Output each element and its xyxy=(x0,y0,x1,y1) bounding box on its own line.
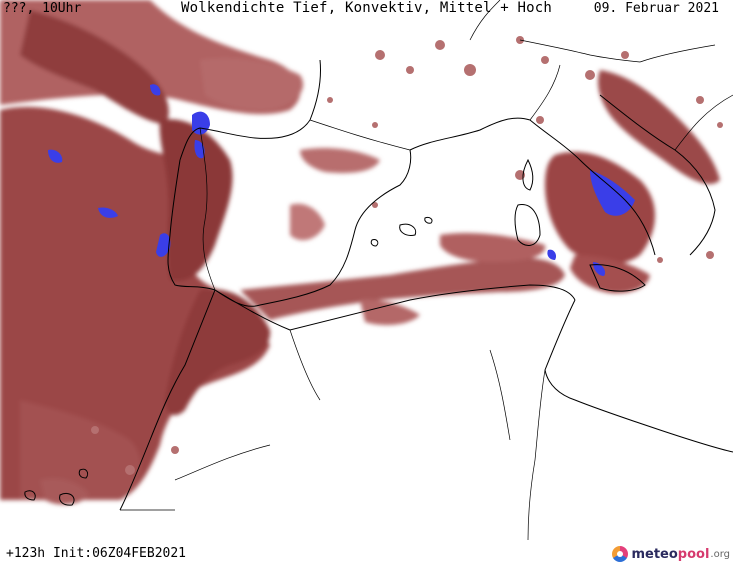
border-algeria-tunisia xyxy=(527,369,546,541)
coast-canary-3 xyxy=(78,468,89,479)
border-morocco-algeria xyxy=(289,329,321,401)
coast-balearic-menorca xyxy=(424,217,433,224)
logo-text-org: .org xyxy=(710,548,730,560)
precip-atlantic-1 xyxy=(48,149,63,163)
border-mauritania xyxy=(174,444,271,481)
coast-corsica xyxy=(522,158,534,191)
border-swiss xyxy=(519,39,641,63)
coast-sicily xyxy=(589,264,646,292)
map-footer: +123h Init:06Z04FEB2021 meteo pool .org xyxy=(0,540,733,566)
coast-portugal-west xyxy=(167,159,216,291)
coast-italy-east xyxy=(599,94,716,256)
precip-sicily xyxy=(593,262,606,276)
cloud-biscay xyxy=(200,58,304,111)
logo-text-pool: pool xyxy=(677,546,710,562)
map-header: ???, 10Uhr Wolkendichte Tief, Konvektiv,… xyxy=(0,0,733,17)
cloud-sardinia-south xyxy=(440,233,546,262)
coast-canary-2 xyxy=(24,490,36,501)
weather-map xyxy=(0,0,733,541)
cloud-algeria-patch xyxy=(360,299,420,326)
coast-france-spain-north xyxy=(179,59,321,161)
country-borders xyxy=(120,0,733,541)
forecast-date: 09. Februar 2021 xyxy=(593,1,719,16)
precip-galicia-2 xyxy=(194,140,205,159)
border-austria xyxy=(639,44,716,63)
precip-atlantic-2 xyxy=(98,207,118,218)
cloud-specks xyxy=(91,36,723,475)
coast-north-africa xyxy=(214,284,576,331)
coast-france-south xyxy=(409,117,531,151)
cloud-northwest-spain xyxy=(300,148,380,174)
coast-italy-west xyxy=(529,119,656,256)
coast-canary-1 xyxy=(59,492,75,506)
coast-spain-south xyxy=(214,149,412,307)
precip-portugal xyxy=(156,233,171,257)
border-spain-france xyxy=(309,119,411,151)
cloud-far-southwest xyxy=(40,478,90,505)
coast-sardinia xyxy=(514,204,541,246)
logo-text-meteo: meteo xyxy=(631,546,678,562)
precip-sardinia xyxy=(547,249,557,260)
cloud-italy-north xyxy=(598,70,720,185)
run-label: ???, 10Uhr xyxy=(3,1,82,16)
cloud-portugal xyxy=(159,119,233,281)
cloud-south-atlantic xyxy=(20,400,141,500)
cloud-morocco xyxy=(165,289,271,416)
cloud-layer xyxy=(0,0,720,505)
precipitation-layer xyxy=(48,84,635,276)
cloud-density-map xyxy=(0,0,733,541)
border-balkans xyxy=(674,94,733,151)
border-france-italy xyxy=(529,64,561,121)
cloud-alboran-band xyxy=(240,257,565,320)
meteopool-logo[interactable]: meteo pool .org xyxy=(612,544,730,564)
cloud-central-spain xyxy=(290,203,325,241)
coast-tunisia xyxy=(544,299,733,453)
map-title: Wolkendichte Tief, Konvektiv, Mittel + H… xyxy=(181,0,553,16)
meteopool-logo-icon xyxy=(612,546,629,562)
precip-atlantic-3 xyxy=(150,84,161,96)
coast-balearic-ibiza xyxy=(370,239,379,247)
cloud-north-atlantic xyxy=(20,10,169,125)
coastlines xyxy=(24,59,733,511)
coast-morocco-west xyxy=(119,289,216,511)
forecast-init: +123h Init:06Z04FEB2021 xyxy=(6,546,187,561)
border-spain-portugal xyxy=(199,127,216,291)
cloud-sicily xyxy=(570,255,650,294)
border-algeria-libya xyxy=(489,349,511,441)
precip-tyrrhenian xyxy=(590,170,635,216)
cloud-tyrrhenian xyxy=(545,151,655,265)
coast-balearic-mallorca xyxy=(399,223,417,236)
border-germany-france xyxy=(469,0,501,41)
